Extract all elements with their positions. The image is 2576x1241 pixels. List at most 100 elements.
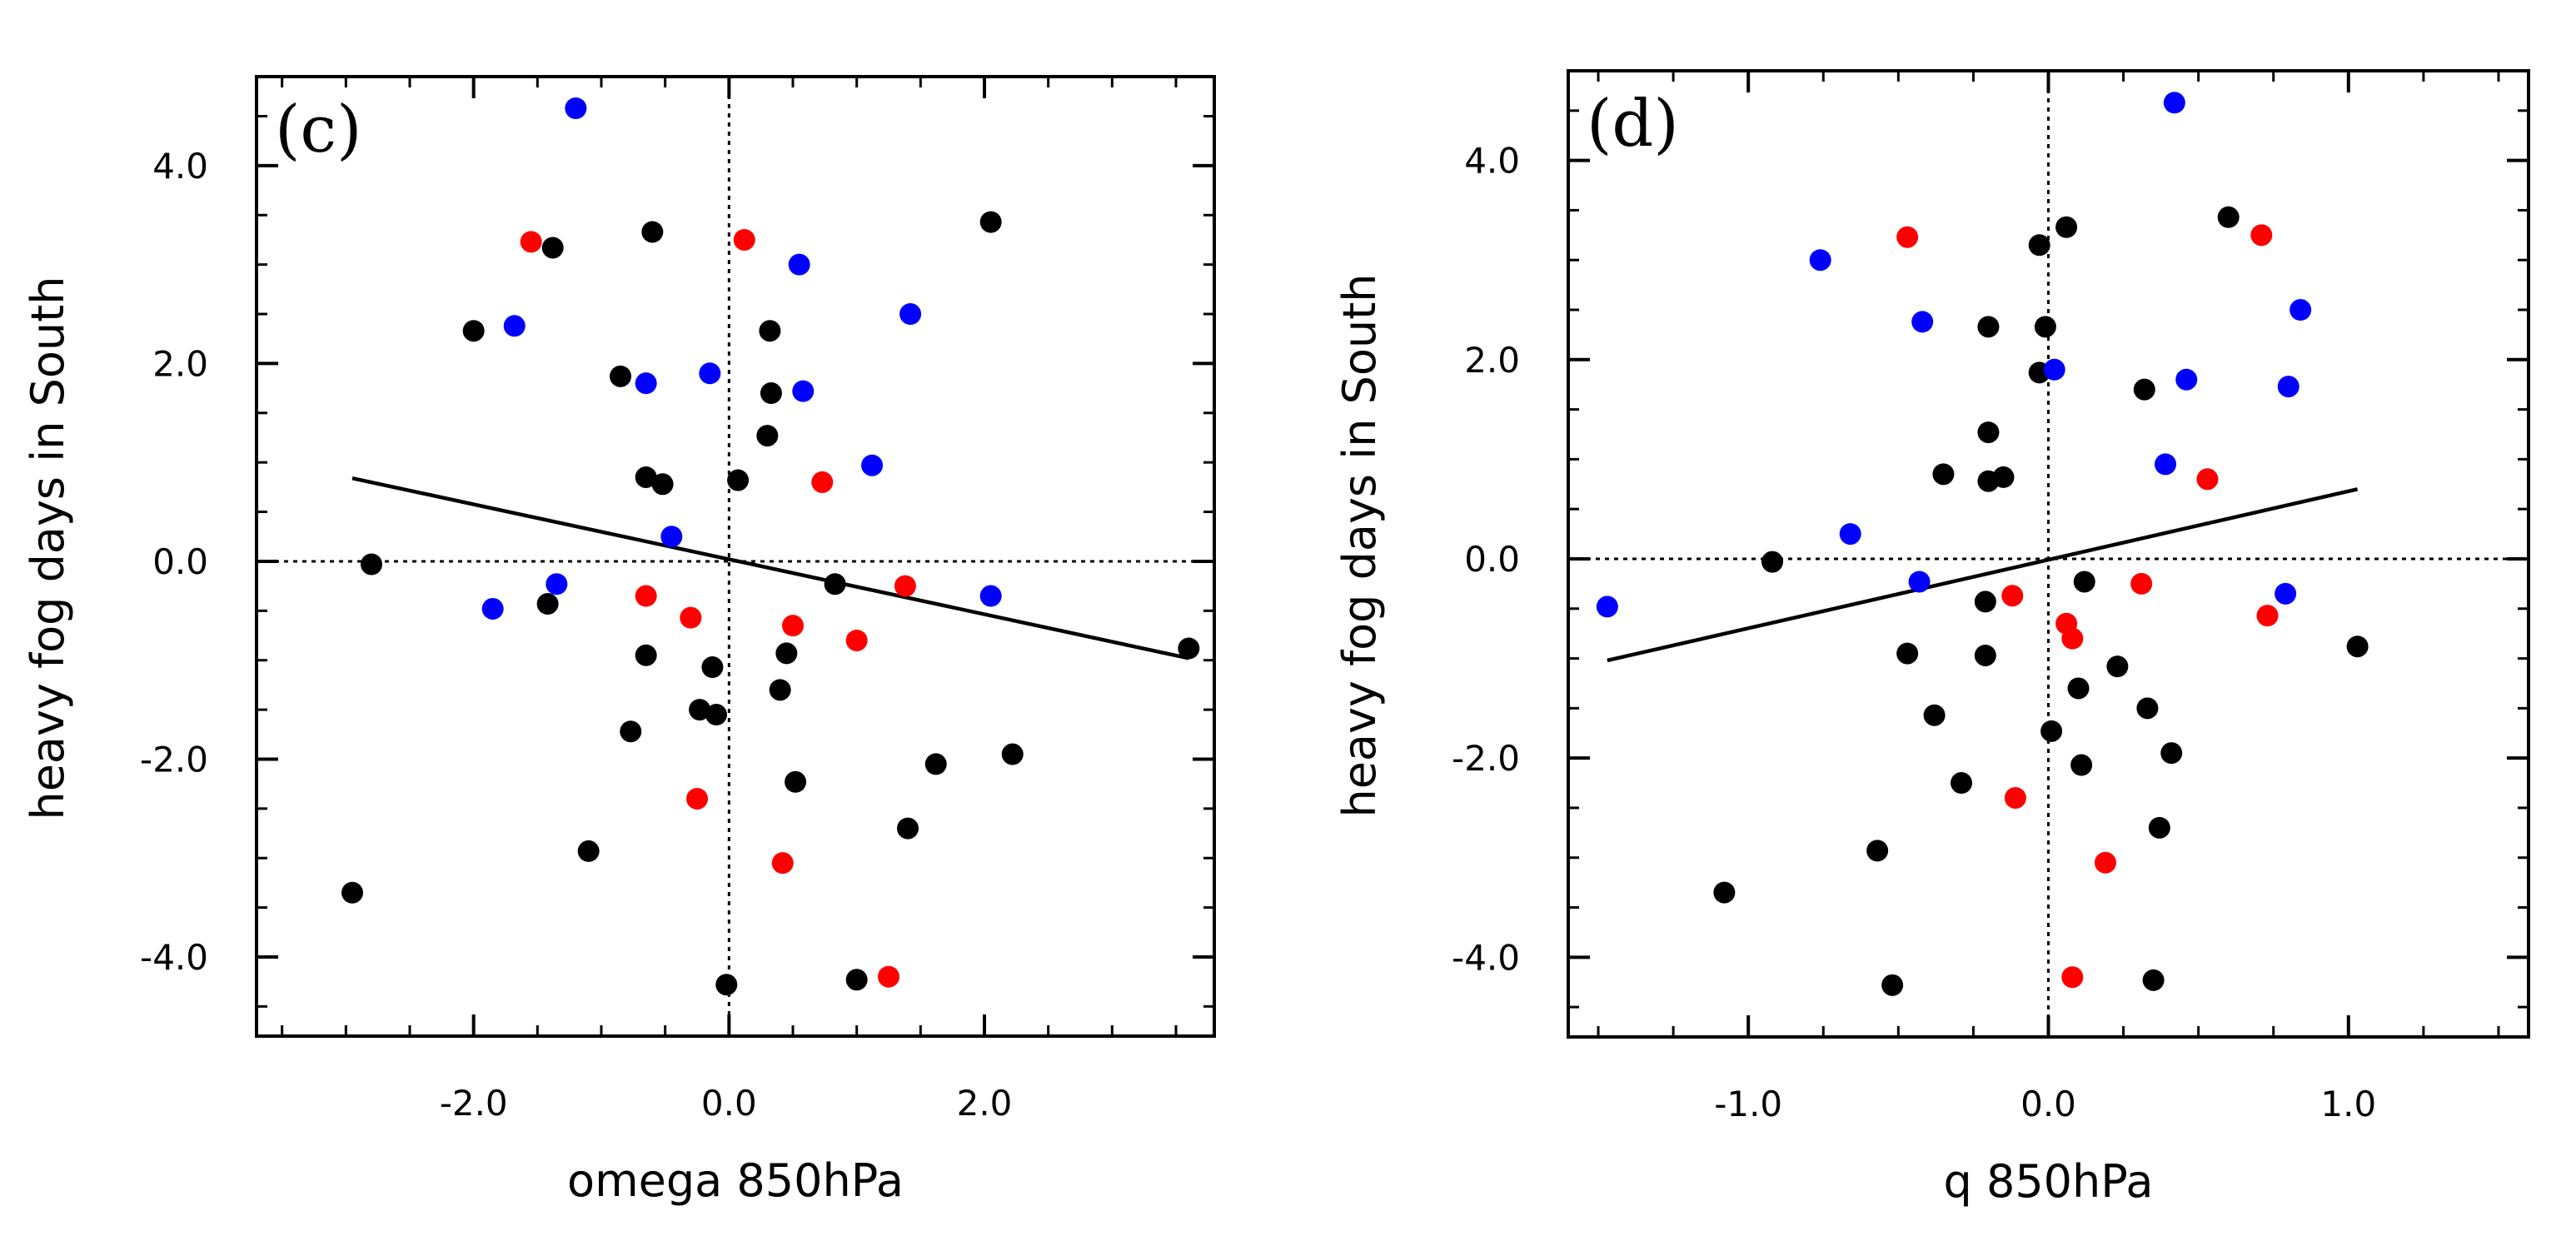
data-point-black: [1761, 551, 1784, 573]
x-tick-label: 0.0: [2020, 1084, 2076, 1124]
data-point-black: [759, 320, 781, 342]
data-point-black: [897, 817, 919, 840]
data-point-black: [641, 221, 664, 243]
data-point-blue: [481, 597, 504, 620]
data-point-red: [635, 585, 657, 607]
data-point-black: [1178, 637, 1200, 660]
x-tick-label: -2.0: [440, 1083, 508, 1124]
data-point-black: [727, 469, 750, 491]
data-point-black: [775, 642, 798, 665]
data-point-black: [824, 573, 846, 596]
panel-label: (d): [1587, 87, 1679, 162]
data-point-blue: [546, 573, 568, 596]
data-point-red: [2094, 851, 2116, 874]
data-point-blue: [565, 97, 587, 120]
data-point-black: [1977, 421, 2000, 444]
data-point-black: [1992, 466, 2015, 488]
data-point-red: [520, 231, 542, 253]
data-point-black: [610, 365, 631, 387]
data-point-red: [733, 228, 755, 251]
data-point-black: [2106, 655, 2129, 678]
y-tick-label: -4.0: [140, 937, 208, 978]
data-point-black: [1974, 591, 1996, 613]
data-point-black: [1881, 974, 1904, 996]
data-point-blue: [2275, 582, 2297, 605]
data-point-black: [979, 211, 1002, 233]
data-point-blue: [899, 303, 922, 326]
data-point-red: [1896, 226, 1919, 248]
data-point-blue: [2175, 368, 2198, 391]
data-point-black: [1932, 463, 1955, 486]
data-point-red: [878, 965, 899, 988]
data-point-black: [1001, 743, 1024, 765]
data-point-black: [2070, 754, 2093, 776]
data-point-blue: [792, 380, 815, 402]
data-point-black: [2160, 742, 2183, 765]
y-axis-title: heavy fog days in South: [22, 276, 74, 820]
y-tick-label: 4.0: [152, 146, 208, 187]
y-tick-label: -2.0: [1452, 738, 1520, 779]
data-point-black: [2148, 816, 2170, 839]
data-point-red: [2256, 605, 2279, 627]
panel-c: -2.0 0.0 2.0 -4.0 -2.0 0.0 2.0 4.0 (c) omega 850h…: [22, 75, 1216, 1207]
data-point-red: [2130, 572, 2153, 595]
data-point-red: [811, 471, 834, 493]
y-tick-label: 4.0: [1464, 141, 1520, 182]
data-point-black: [1923, 704, 1946, 726]
data-point-red: [686, 787, 708, 810]
data-point-black: [2040, 720, 2063, 742]
y-tick-label: 0.0: [1464, 539, 1520, 580]
data-point-black: [341, 881, 363, 904]
panel-label: (c): [275, 92, 362, 167]
y-tick-label: -4.0: [1452, 937, 1520, 978]
data-point-black: [2136, 697, 2159, 720]
data-point-black: [541, 237, 564, 259]
plot-frame: [1567, 69, 2530, 1039]
data-point-black: [1974, 644, 1996, 666]
y-tick-label: 2.0: [1464, 340, 1520, 381]
data-point-black: [715, 974, 738, 996]
regression-line: [351, 476, 1189, 660]
y-tick-label: 0.0: [152, 541, 208, 582]
data-point-red: [2061, 627, 2084, 650]
data-point-black: [760, 382, 782, 405]
data-point-blue: [2043, 358, 2065, 381]
data-point-black: [769, 679, 791, 701]
data-point-blue: [1596, 596, 1618, 618]
data-point-black: [462, 320, 485, 342]
plot-frame: [255, 75, 1216, 1038]
x-tick-label: 0.0: [701, 1083, 757, 1124]
data-point-blue: [660, 526, 683, 548]
y-tick-label: -2.0: [140, 739, 208, 780]
x-tick-label: 2.0: [957, 1083, 1013, 1124]
data-point-blue: [2163, 92, 2185, 114]
data-point-black: [361, 553, 382, 576]
data-point-black: [2067, 677, 2090, 700]
data-point-black: [689, 699, 711, 721]
data-point-black: [2034, 316, 2056, 338]
data-point-blue: [699, 362, 721, 385]
data-point-black: [845, 969, 868, 991]
data-point-black: [2028, 234, 2050, 257]
data-point-red: [782, 615, 804, 637]
data-point-black: [785, 770, 807, 793]
data-point-black: [651, 473, 674, 496]
data-point-blue: [1809, 249, 1831, 272]
data-point-red: [2196, 468, 2219, 491]
x-tick-label: -1.0: [1714, 1084, 1782, 1124]
data-point-blue: [979, 585, 1002, 607]
data-point-red: [2250, 224, 2273, 247]
data-point-red: [2001, 585, 2024, 607]
data-point-red: [845, 629, 868, 651]
data-point-black: [2055, 216, 2078, 238]
panel-d: -1.0 0.0 1.0 -4.0 -2.0 0.0 2.0 4.0 (d) q 850hPa he…: [1333, 69, 2530, 1208]
data-point-blue: [1911, 311, 1934, 333]
data-point-blue: [788, 253, 810, 276]
data-point-black: [2073, 571, 2095, 593]
data-point-red: [894, 575, 916, 597]
data-point-black: [1977, 316, 2000, 338]
data-point-black: [620, 720, 642, 743]
data-point-red: [2061, 966, 2084, 989]
data-point-black: [705, 704, 727, 726]
